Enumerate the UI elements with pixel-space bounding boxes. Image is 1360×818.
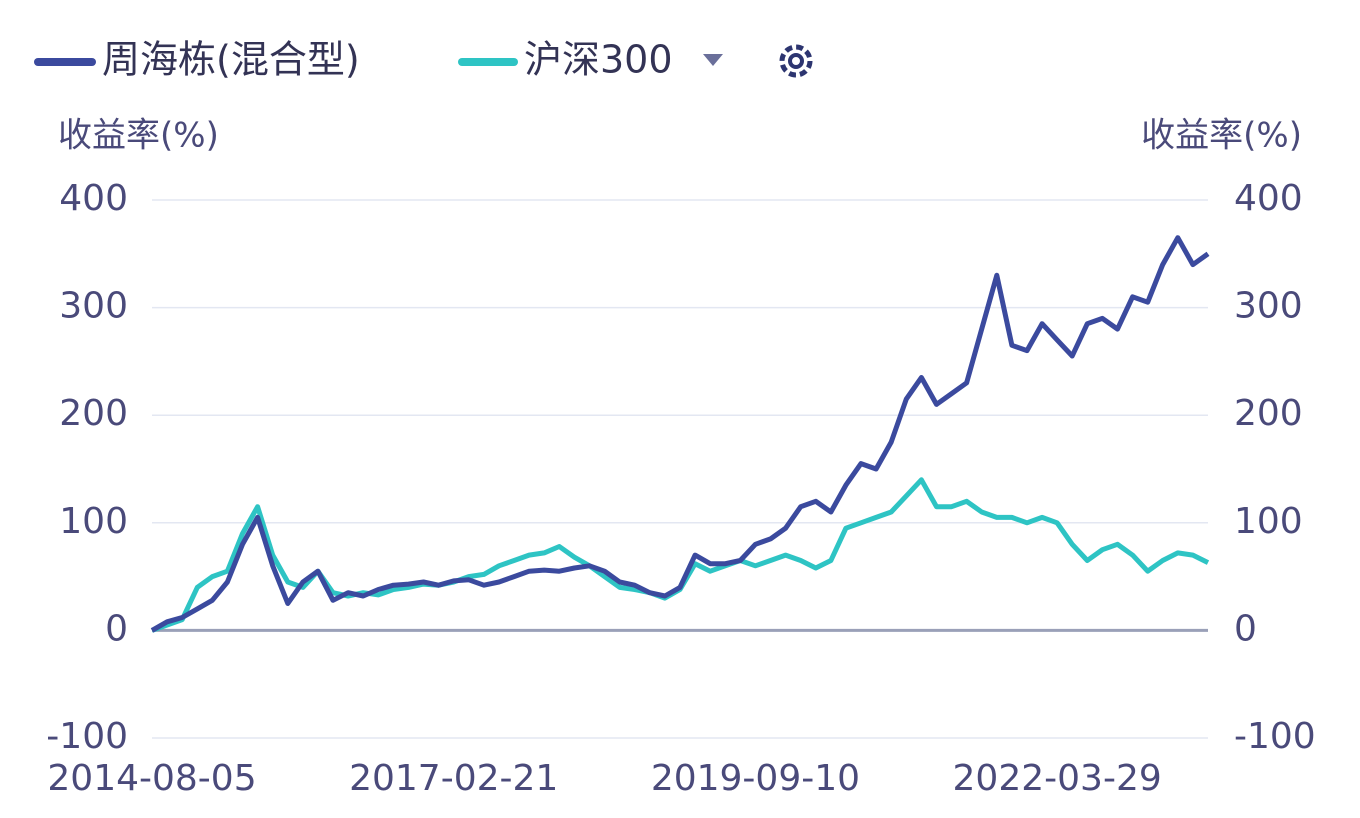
series-line <box>150 235 1210 633</box>
y2-tick-label: 400 <box>1234 178 1303 219</box>
x-tick-label: 2014-08-05 <box>47 758 256 799</box>
y2-tick-label: 100 <box>1234 501 1303 542</box>
y-tick-label: -100 <box>46 716 128 757</box>
legend-label: 沪深300 <box>524 38 673 82</box>
x-tick-label: 2017-02-21 <box>349 758 558 799</box>
y2-tick-label: 200 <box>1234 393 1303 434</box>
y2-tick-label: -100 <box>1234 716 1316 757</box>
y-tick-label: 100 <box>59 501 128 542</box>
legend-label: 周海栋(混合型) <box>102 38 360 82</box>
y-tick-label: 200 <box>59 393 128 434</box>
gear-hole <box>788 53 804 69</box>
x-tick-label: 2019-09-10 <box>651 758 860 799</box>
settings-icon[interactable] <box>779 44 813 78</box>
y-tick-label: 0 <box>105 608 128 649</box>
y2-axis-label: 收益率(%) <box>1141 116 1302 156</box>
dropdown-arrow[interactable] <box>703 54 723 66</box>
y-tick-label: 300 <box>59 286 128 327</box>
legend: 周海栋(混合型) 沪深300 <box>34 38 813 82</box>
y-tick-label: 400 <box>59 178 128 219</box>
y-axis-label: 收益率(%) <box>58 116 219 156</box>
x-tick-label: 2022-03-29 <box>953 758 1162 799</box>
gear <box>779 44 813 78</box>
y2-tick-label: 300 <box>1234 286 1303 327</box>
series-line <box>151 477 1210 633</box>
y2-tick-label: 0 <box>1234 608 1257 649</box>
